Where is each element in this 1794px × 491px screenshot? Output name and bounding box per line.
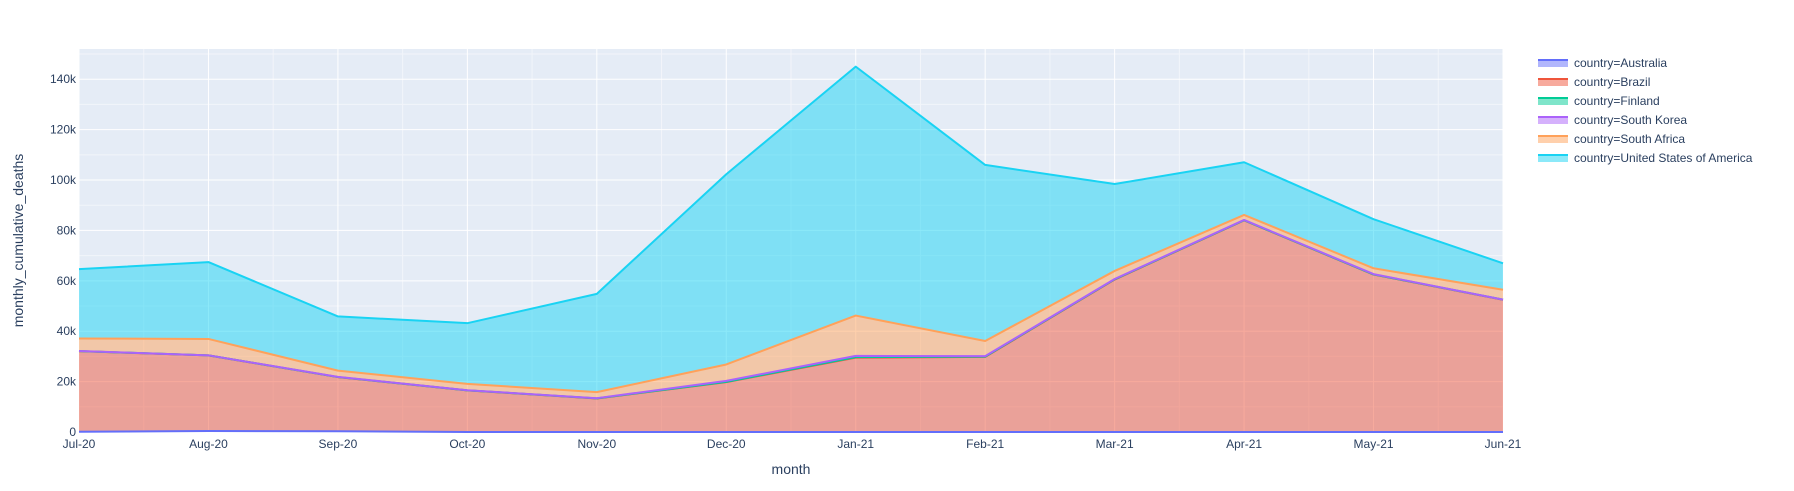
legend-label: country=Finland (1574, 94, 1660, 108)
y-tick-label: 20k (57, 375, 77, 389)
area-series-1 (79, 220, 1503, 432)
x-tick-labels: Jul-20 Aug-20 Sep-20 Oct-20 Nov-20 Dec-20 Jan-… (63, 437, 1522, 451)
x-tick-label: Nov-20 (577, 437, 616, 451)
line-series-4 (78, 213, 1504, 394)
area-series-4 (79, 214, 1503, 399)
x-tick-label: Sep-20 (319, 437, 358, 451)
legend-swatch-fill (1538, 116, 1568, 124)
y-tick-label: 40k (57, 324, 77, 338)
legend-label: country=United States of America (1574, 151, 1753, 165)
x-tick-label: Aug-20 (189, 437, 228, 451)
y-tick-labels: 0 20k 40k 60k 80k 100k 120k 140k (50, 72, 77, 439)
y-tick-label: 60k (57, 274, 77, 288)
line-layer (78, 65, 1504, 433)
legend-swatch-fill (1538, 59, 1568, 67)
y-tick-label: 120k (50, 123, 77, 137)
legend-label: country=Brazil (1574, 75, 1650, 89)
x-tick-label: Apr-21 (1226, 437, 1262, 451)
legend-label: country=Australia (1574, 56, 1667, 70)
legend-swatch-fill (1538, 154, 1568, 162)
legend-item[interactable]: country=Finland (1538, 94, 1660, 108)
line-series-5 (78, 65, 1504, 325)
x-tick-label: Mar-21 (1096, 437, 1134, 451)
y-tick-label: 140k (50, 72, 77, 86)
y-tick-label: 100k (50, 173, 77, 187)
y-tick-label: 80k (57, 223, 77, 237)
legend-swatch-fill (1538, 97, 1568, 105)
legend-label: country=South Africa (1574, 132, 1685, 146)
x-axis-title: month (772, 461, 811, 477)
y-tick-label: 0 (69, 425, 76, 439)
y-axis-title: monthly_cumulative_deaths (10, 154, 26, 328)
legend-item[interactable]: country=Australia (1538, 56, 1667, 70)
x-tick-label: Jul-20 (63, 437, 96, 451)
legend-swatch-fill (1538, 135, 1568, 143)
x-tick-label: Jun-21 (1485, 437, 1522, 451)
legend-swatch-fill (1538, 78, 1568, 86)
legend-item[interactable]: country=United States of America (1538, 151, 1753, 165)
area-series-5 (79, 66, 1503, 393)
legend-label: country=South Korea (1574, 113, 1687, 127)
x-tick-label: May-21 (1354, 437, 1394, 451)
legend-item[interactable]: country=South Africa (1538, 132, 1685, 146)
x-tick-label: Jan-21 (837, 437, 874, 451)
line-series-0 (78, 429, 1503, 433)
legend-item[interactable]: country=South Korea (1538, 113, 1687, 127)
legend: country=Australia country=Brazil country=F… (1538, 56, 1753, 165)
x-tick-label: Feb-21 (966, 437, 1004, 451)
legend-item[interactable]: country=Brazil (1538, 75, 1650, 89)
x-tick-label: Dec-20 (707, 437, 746, 451)
x-tick-label: Oct-20 (449, 437, 485, 451)
line-series-3 (78, 218, 1504, 400)
